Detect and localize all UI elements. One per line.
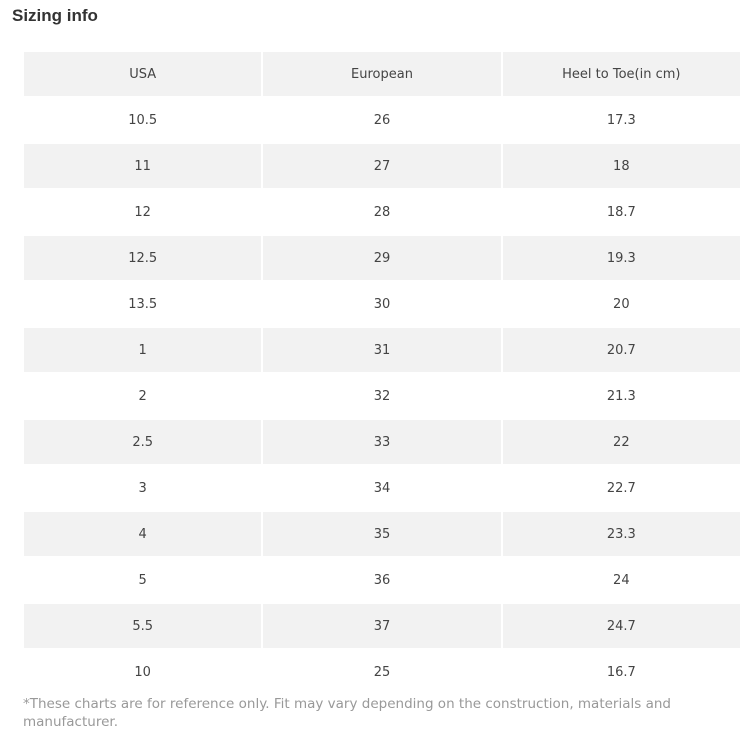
header-row: USA European Heel to Toe(in cm) xyxy=(24,52,740,96)
table-row: 3 34 22.7 xyxy=(24,466,740,510)
table-cell: 10 xyxy=(134,664,151,680)
table-cell: 22 xyxy=(502,420,740,464)
table-cell: 27 xyxy=(263,144,501,188)
table-cell: 22.7 xyxy=(606,480,636,496)
table-cell: 21.3 xyxy=(606,388,636,404)
table-row: 4 35 23.3 xyxy=(24,512,740,556)
table-cell: 23.3 xyxy=(502,512,740,556)
sizing-table: USA European Heel to Toe(in cm) 10.5 26 17.3… xyxy=(22,50,742,696)
table-row: 2 32 21.3 xyxy=(24,374,740,418)
table-cell: 36 xyxy=(373,572,391,588)
table-cell: 4 xyxy=(24,512,262,556)
table-cell: 18.7 xyxy=(606,204,636,220)
table-cell: 24 xyxy=(613,572,630,588)
table-cell: 11 xyxy=(24,144,262,188)
table-cell: 30 xyxy=(373,296,391,312)
table-row: 12.5 29 19.3 xyxy=(24,236,740,280)
header-cell: Heel to Toe(in cm) xyxy=(502,52,740,96)
table-cell: 29 xyxy=(263,236,501,280)
table-cell: 17.3 xyxy=(606,112,636,128)
title: Sizing info xyxy=(12,6,98,25)
table-cell: 37 xyxy=(263,604,501,648)
table-cell: 20 xyxy=(613,296,630,312)
table-cell: 34 xyxy=(373,480,391,496)
table-row: 5.5 37 24.7 xyxy=(24,604,740,648)
table-cell: 12 xyxy=(134,204,151,220)
table-cell: 24.7 xyxy=(502,604,740,648)
table-cell: 25 xyxy=(373,664,391,680)
table-row: 2.5 33 22 xyxy=(24,420,740,464)
table-cell: 32 xyxy=(373,388,391,404)
table-cell: 1 xyxy=(24,328,262,372)
table-cell: 2 xyxy=(138,388,147,404)
table-row: 5 36 24 xyxy=(24,558,740,602)
table-cell: 35 xyxy=(263,512,501,556)
table-cell: 19.3 xyxy=(502,236,740,280)
table-cell: 2.5 xyxy=(24,420,262,464)
header-cell: European xyxy=(263,52,501,96)
footnote: *These charts are for reference only. Fi… xyxy=(23,696,671,730)
header-cell: USA xyxy=(24,52,262,96)
table-cell: 33 xyxy=(263,420,501,464)
table-cell: 28 xyxy=(373,204,391,220)
table-row: 10.5 26 17.3 xyxy=(24,98,740,142)
table-cell: 3 xyxy=(138,480,147,496)
table-cell: 20.7 xyxy=(502,328,740,372)
table-cell: 18 xyxy=(502,144,740,188)
table-cell: 13.5 xyxy=(128,296,158,312)
table-cell: 31 xyxy=(263,328,501,372)
table-body: 10.5 26 17.3 11 27 18 12 28 18.7 12.5 29 19.3 13.5 30… xyxy=(24,98,740,694)
table-cell: 26 xyxy=(373,112,391,128)
table-row: 1 31 20.7 xyxy=(24,328,740,372)
table-cell: 10.5 xyxy=(128,112,158,128)
table-row: 11 27 18 xyxy=(24,144,740,188)
table-cell: 12.5 xyxy=(24,236,262,280)
table-row: 10 25 16.7 xyxy=(24,650,740,694)
table-cell: 5.5 xyxy=(24,604,262,648)
table-row: 12 28 18.7 xyxy=(24,190,740,234)
table-cell: 16.7 xyxy=(606,664,636,680)
table-row: 13.5 30 20 xyxy=(24,282,740,326)
table-cell: 5 xyxy=(138,572,147,588)
